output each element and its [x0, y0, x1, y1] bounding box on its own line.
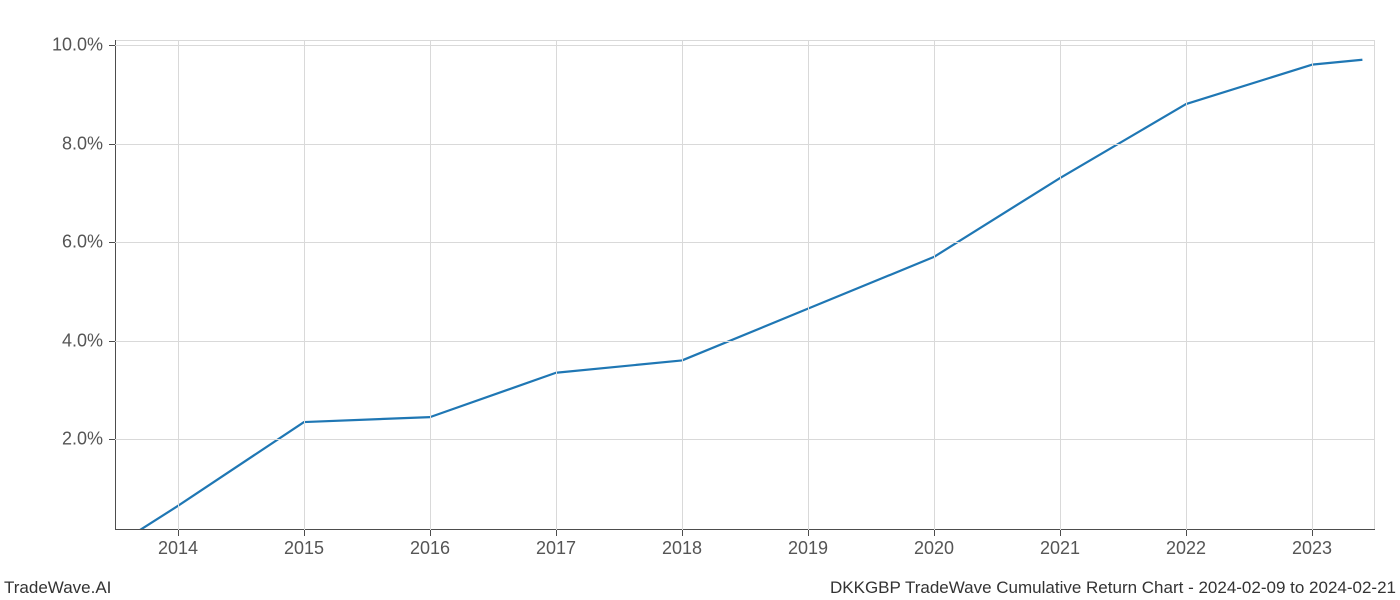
x-gridline: [304, 40, 305, 530]
y-tick-label: 2.0%: [45, 429, 103, 450]
y-gridline: [115, 341, 1375, 342]
x-gridline: [934, 40, 935, 530]
y-tick-mark: [109, 242, 115, 243]
x-tick-label: 2023: [1292, 538, 1332, 559]
x-tick-mark: [178, 530, 179, 536]
y-tick-label: 10.0%: [45, 34, 103, 55]
chart-container: TradeWave.AI DKKGBP TradeWave Cumulative…: [0, 0, 1400, 600]
x-tick-label: 2014: [158, 538, 198, 559]
x-tick-label: 2017: [536, 538, 576, 559]
x-gridline: [430, 40, 431, 530]
y-tick-label: 8.0%: [45, 133, 103, 154]
x-tick-label: 2015: [284, 538, 324, 559]
x-gridline: [1060, 40, 1061, 530]
x-gridline: [808, 40, 809, 530]
x-tick-mark: [1186, 530, 1187, 536]
x-tick-label: 2018: [662, 538, 702, 559]
y-gridline: [115, 144, 1375, 145]
return-line-series: [128, 60, 1363, 538]
x-gridline: [1312, 40, 1313, 530]
x-tick-mark: [934, 530, 935, 536]
y-tick-mark: [109, 45, 115, 46]
y-gridline: [115, 439, 1375, 440]
x-tick-label: 2021: [1040, 538, 1080, 559]
y-axis-spine: [115, 40, 116, 530]
x-gridline: [556, 40, 557, 530]
y-tick-label: 6.0%: [45, 232, 103, 253]
y-gridline: [115, 45, 1375, 46]
x-tick-label: 2022: [1166, 538, 1206, 559]
x-tick-mark: [682, 530, 683, 536]
line-chart-svg: [0, 0, 1400, 600]
x-gridline: [1186, 40, 1187, 530]
x-gridline: [682, 40, 683, 530]
x-tick-label: 2016: [410, 538, 450, 559]
x-tick-label: 2020: [914, 538, 954, 559]
y-tick-label: 4.0%: [45, 330, 103, 351]
x-gridline: [178, 40, 179, 530]
y-tick-mark: [109, 341, 115, 342]
x-tick-mark: [1060, 530, 1061, 536]
x-tick-mark: [556, 530, 557, 536]
x-tick-mark: [430, 530, 431, 536]
y-tick-mark: [109, 439, 115, 440]
x-tick-mark: [1312, 530, 1313, 536]
x-tick-mark: [304, 530, 305, 536]
y-tick-mark: [109, 144, 115, 145]
y-gridline: [115, 242, 1375, 243]
x-tick-mark: [808, 530, 809, 536]
x-tick-label: 2019: [788, 538, 828, 559]
footer-left-text: TradeWave.AI: [4, 578, 111, 598]
footer-right-text: DKKGBP TradeWave Cumulative Return Chart…: [830, 578, 1396, 598]
